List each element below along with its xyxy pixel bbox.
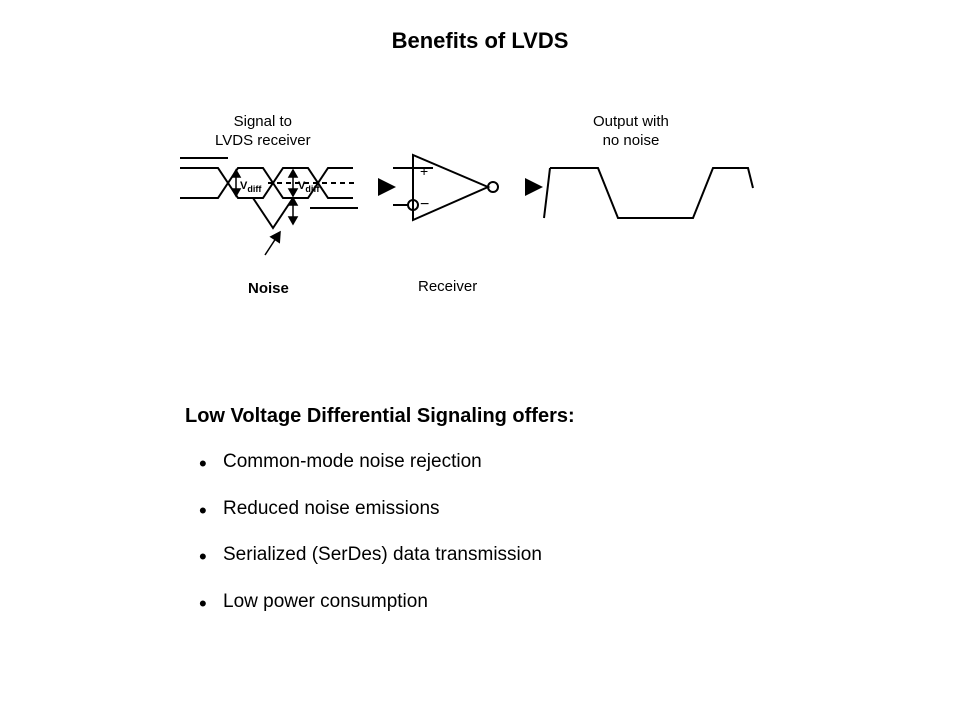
noise-arrow [265, 232, 280, 255]
noise-label: Noise [248, 280, 289, 299]
page-title: Benefits of LVDS [0, 28, 960, 54]
bullet-list: Common-mode noise rejection Reduced nois… [195, 450, 542, 637]
receiver-plus: + [420, 163, 428, 179]
subtitle: Low Voltage Differential Signaling offer… [185, 405, 575, 428]
bullet-item: Serialized (SerDes) data transmission [195, 543, 542, 568]
output-lead-noisy [544, 168, 550, 218]
lvds-diagram: + − Signal to LVDS receiver Output with … [180, 110, 780, 330]
noise-dip [253, 198, 293, 228]
receiver-label: Receiver [418, 278, 477, 297]
input-title-label: Signal to LVDS receiver [215, 113, 311, 151]
vdiff-label-2: Vdiff [298, 180, 319, 194]
bullet-item: Common-mode noise rejection [195, 450, 542, 475]
stage-arrow-2 [525, 178, 543, 196]
vdiff-label-1: Vdiff [240, 180, 261, 194]
vdiff-arrow-1 [232, 170, 240, 196]
output-title-label: Output with no noise [593, 113, 669, 151]
receiver-minus: − [420, 196, 429, 213]
output-signal [550, 168, 753, 218]
stage-arrow-1 [378, 178, 396, 196]
bullet-item: Reduced noise emissions [195, 497, 542, 522]
bullet-item: Low power consumption [195, 590, 542, 615]
vdiff-arrow-2b [289, 198, 297, 224]
